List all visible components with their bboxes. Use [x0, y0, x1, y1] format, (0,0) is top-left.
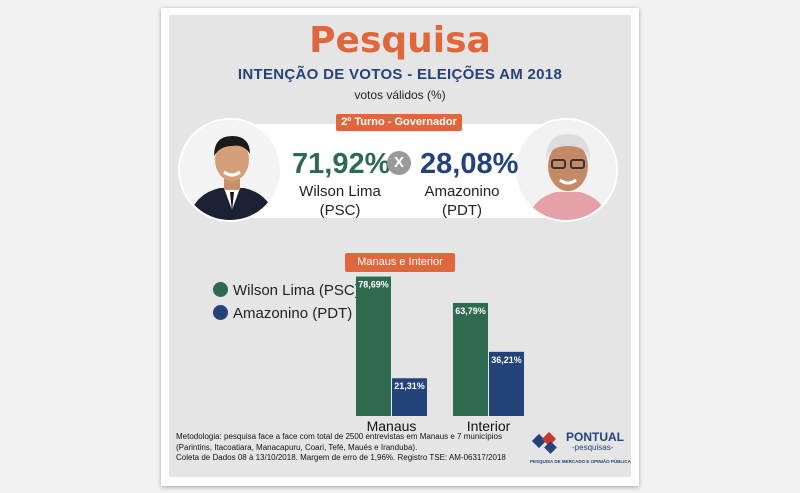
page-title: Pesquisa	[309, 20, 491, 61]
bar-value-label: 78,69%	[358, 280, 389, 290]
amazonino-party: (PDT)	[442, 202, 482, 219]
bar-interior-series-0	[453, 302, 488, 416]
legend-dot-icon	[213, 282, 228, 297]
legend-item-wilson: Wilson Lima (PSC)	[213, 282, 360, 299]
bar-manaus-series-0	[356, 276, 391, 416]
legend-label-amazonino: Amazonino (PDT)	[233, 305, 353, 322]
logo-name: PONTUAL	[566, 430, 624, 444]
bar-value-label: 36,21%	[491, 355, 522, 365]
amazonino-caption: Amazonino (PDT)	[412, 182, 512, 220]
versus-icon: X	[387, 151, 411, 175]
category-label: Interior	[467, 418, 511, 434]
chart-title-badge: Manaus e Interior	[345, 253, 455, 272]
legend-label-wilson: Wilson Lima (PSC)	[233, 282, 360, 299]
page-subtitle: INTENÇÃO DE VOTOS - ELEIÇÕES AM 2018	[237, 66, 563, 83]
wilson-name: Wilson Lima	[299, 183, 381, 200]
wilson-caption: Wilson Lima (PSC)	[290, 182, 390, 220]
category-label: Manaus	[367, 418, 417, 434]
bar-manaus-series-1	[392, 378, 427, 416]
methodology-line: Metodologia: pesquisa face a face com to…	[176, 432, 502, 441]
bar-value-label: 21,31%	[394, 381, 425, 391]
units-note: votos válidos (%)	[354, 88, 446, 102]
legend-item-amazonino: Amazonino (PDT)	[213, 305, 352, 322]
methodology-line: (Parintins, Itacoatiara, Manacapuru, Coa…	[176, 442, 418, 452]
amazonino-name: Amazonino	[424, 183, 500, 200]
pontual-logo-icon	[531, 431, 557, 454]
logo-tagline: PESQUISA DE MERCADO E OPINIÃO PÚBLICA	[530, 459, 631, 464]
runoff-badge: 2º Turno - Governador	[336, 114, 462, 131]
logo-sub: -pesquisas-	[572, 443, 614, 452]
bar-value-label: 63,79%	[455, 306, 486, 316]
wilson-percentage: 71,92%	[292, 148, 391, 180]
bar-interior-series-1	[489, 351, 524, 416]
wilson-party: (PSC)	[319, 202, 361, 219]
methodology-note: Metodologia: pesquisa face a face com to…	[176, 432, 512, 464]
candidate-photo-wilson	[178, 118, 282, 222]
methodology-line: Coleta de Dados 08 à 13/10/2018. Margem …	[176, 453, 506, 462]
amazonino-percentage: 28,08%	[420, 148, 519, 180]
pontual-logo: PONTUAL -pesquisas- PESQUISA DE MERCADO …	[530, 428, 631, 468]
legend-dot-icon	[213, 305, 228, 320]
candidate-photo-amazonino	[514, 118, 618, 222]
